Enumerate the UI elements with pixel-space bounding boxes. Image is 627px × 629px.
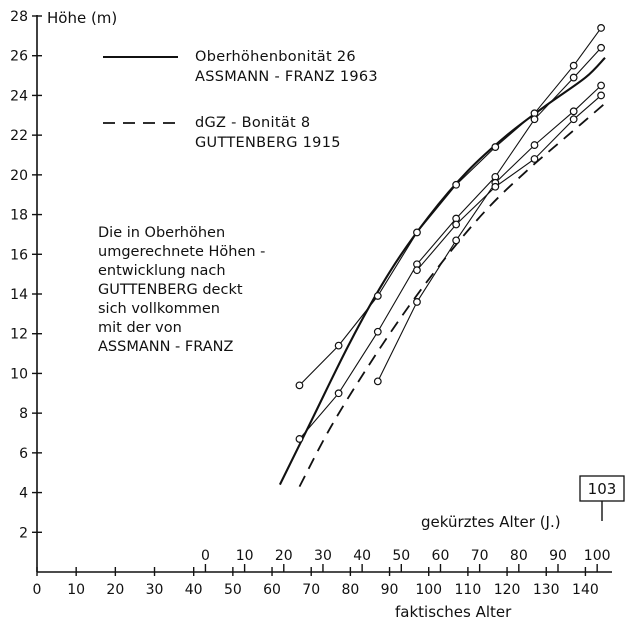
y-tick-label: 10 (10, 366, 28, 382)
annotation-line: sich vollkommen (98, 301, 220, 317)
x-tick-label: 0 (33, 582, 42, 598)
observation-point (334, 389, 343, 398)
legend-solid-line2: ASSMANN - FRANZ 1963 (195, 69, 378, 85)
x2-tick-label: 80 (510, 548, 528, 564)
guttenberg-curve (298, 102, 606, 488)
x-tick-label: 110 (455, 582, 482, 598)
x2-tick-label: 100 (584, 548, 611, 564)
x-tick-label: 70 (302, 582, 320, 598)
x-tick-label: 10 (67, 582, 85, 598)
y-tick-label: 14 (10, 287, 28, 303)
observation-point (569, 73, 578, 82)
observation-lines (299, 27, 602, 440)
x-axis-primary-ticks: 0 10 20 30 40 50 60 70 80 90 100 110 120 130 140 (33, 567, 599, 598)
observation-point (373, 377, 382, 386)
observation-point (491, 143, 500, 151)
x2-tick-label: 60 (432, 548, 450, 564)
x-axis-primary-title: faktisches Alter (395, 603, 512, 621)
observation-point (452, 220, 461, 229)
x2-tick-label: 0 (201, 548, 210, 564)
y-tick-label: 12 (10, 327, 28, 343)
observation-point (413, 266, 421, 275)
observation-point (530, 155, 539, 163)
y-tick-label: 24 (10, 88, 28, 104)
assmann-franz-curve (278, 56, 606, 486)
observation-point (530, 115, 539, 124)
y-tick-label: 16 (10, 247, 28, 263)
annotation-line: GUTTENBERG deckt (98, 282, 243, 298)
observation-point (597, 91, 605, 100)
observation-point (569, 61, 578, 70)
observation-point (452, 236, 461, 245)
observation-points (295, 24, 605, 443)
observation-line (299, 47, 602, 440)
observation-point (413, 298, 421, 306)
observation-point (295, 381, 304, 390)
observation-point (373, 292, 382, 300)
x-tick-label: 130 (533, 582, 560, 598)
observation-point (569, 115, 578, 124)
x2-tick-label: 70 (471, 548, 489, 564)
legend: Oberhöhenbonität 26 ASSMANN - FRANZ 1963… (103, 49, 378, 151)
y-tick-label: 26 (10, 49, 28, 65)
y-tick-label: 2 (19, 525, 28, 541)
x-tick-label: 100 (415, 582, 442, 598)
boxed-label: 103 (579, 475, 625, 521)
legend-dashed-line2: GUTTENBERG 1915 (195, 135, 341, 151)
y-axis-title: Höhe (m) (47, 9, 117, 27)
x-tick-label: 120 (494, 582, 521, 598)
x-axis-secondary-ticks: 0 10 20 30 40 50 60 70 80 90 100 (201, 548, 611, 572)
observation-line (416, 94, 602, 271)
annotation-text: Die in Oberhöhen umgerechnete Höhen - en… (98, 225, 265, 355)
observation-point (569, 107, 578, 116)
y-tick-label: 6 (19, 446, 28, 462)
observation-line (377, 85, 602, 382)
annotation-line: ASSMANN - FRANZ (98, 339, 233, 355)
y-tick-label: 20 (10, 168, 28, 184)
y-tick-label: 28 (10, 9, 28, 25)
x-tick-label: 80 (341, 582, 359, 598)
observation-point (530, 141, 539, 149)
x-tick-label: 40 (185, 582, 203, 598)
x2-tick-label: 50 (392, 548, 410, 564)
observation-point (597, 43, 605, 52)
legend-solid-line1: Oberhöhenbonität 26 (195, 49, 356, 65)
observation-point (334, 341, 343, 350)
x-tick-label: 60 (263, 582, 281, 598)
annotation-line: entwicklung nach (98, 263, 226, 279)
x2-tick-label: 10 (236, 548, 254, 564)
y-tick-label: 8 (19, 406, 28, 422)
observation-point (597, 24, 605, 32)
annotation-line: umgerechnete Höhen - (98, 244, 265, 260)
annotation-line: mit der von (98, 320, 182, 336)
y-tick-label: 18 (10, 208, 28, 224)
legend-dashed-line1: dGZ - Bonität 8 (195, 115, 310, 131)
annotation-line: Die in Oberhöhen (98, 225, 225, 241)
model-curves (278, 56, 606, 488)
observation-point (295, 435, 304, 443)
observation-point (597, 81, 605, 90)
x2-tick-label: 90 (549, 548, 567, 564)
y-tick-label: 4 (19, 486, 28, 502)
x-tick-label: 20 (106, 582, 124, 598)
x-tick-label: 90 (381, 582, 399, 598)
observation-point (452, 180, 461, 189)
x2-tick-label: 40 (353, 548, 371, 564)
x2-tick-label: 20 (275, 548, 293, 564)
observation-point (491, 182, 500, 191)
observation-point (413, 228, 421, 237)
y-tick-label: 22 (10, 128, 28, 144)
boxed-label-frame (579, 475, 625, 502)
x-tick-label: 140 (572, 582, 599, 598)
boxed-label-text: 103 (588, 480, 617, 498)
x2-tick-label: 30 (314, 548, 332, 564)
x-tick-label: 50 (224, 582, 242, 598)
x-tick-label: 30 (146, 582, 164, 598)
observation-point (373, 327, 382, 336)
x-axis-secondary-title: gekürztes Alter (J.) (421, 513, 561, 531)
